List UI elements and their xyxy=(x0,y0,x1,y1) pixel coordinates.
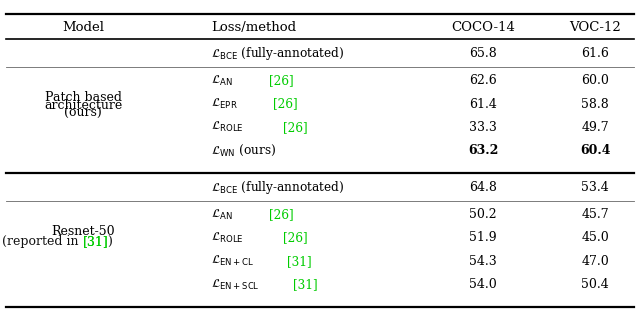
Text: Model: Model xyxy=(62,21,104,34)
Text: 50.4: 50.4 xyxy=(581,278,609,291)
Text: 47.0: 47.0 xyxy=(581,255,609,268)
Text: [26]: [26] xyxy=(283,121,307,134)
Text: (reported in: (reported in xyxy=(2,235,83,249)
Text: 60.0: 60.0 xyxy=(581,74,609,87)
Text: 45.7: 45.7 xyxy=(581,208,609,221)
Text: $\mathcal{L}_{\mathrm{WN}}$ (ours): $\mathcal{L}_{\mathrm{WN}}$ (ours) xyxy=(211,143,276,158)
Text: $\mathcal{L}_{\mathrm{BCE}}$ (fully-annotated): $\mathcal{L}_{\mathrm{BCE}}$ (fully-anno… xyxy=(211,45,345,63)
Text: $\mathcal{L}_{\mathrm{BCE}}$ (fully-annotated): $\mathcal{L}_{\mathrm{BCE}}$ (fully-anno… xyxy=(211,179,345,196)
Text: [26]: [26] xyxy=(283,231,307,244)
Text: Patch based: Patch based xyxy=(45,91,122,104)
Text: [31]: [31] xyxy=(287,255,311,268)
Text: [26]: [26] xyxy=(273,98,298,110)
Text: $\mathcal{L}_{\mathrm{AN}}$: $\mathcal{L}_{\mathrm{AN}}$ xyxy=(211,208,233,222)
Text: [26]: [26] xyxy=(269,208,293,221)
Text: [31]: [31] xyxy=(83,235,109,249)
Text: 62.6: 62.6 xyxy=(469,74,497,87)
Text: [26]: [26] xyxy=(269,74,293,87)
Text: ): ) xyxy=(108,235,113,249)
Text: (ours): (ours) xyxy=(65,108,102,120)
Text: 54.0: 54.0 xyxy=(469,278,497,291)
Text: [31]: [31] xyxy=(293,278,317,291)
Text: 54.3: 54.3 xyxy=(469,255,497,268)
Text: Resnet-50: Resnet-50 xyxy=(51,225,115,238)
Text: 45.0: 45.0 xyxy=(581,231,609,244)
Text: 58.8: 58.8 xyxy=(581,98,609,110)
Text: 63.2: 63.2 xyxy=(468,144,499,157)
Text: 33.3: 33.3 xyxy=(469,121,497,134)
Text: 61.6: 61.6 xyxy=(581,48,609,60)
Text: Loss/method: Loss/method xyxy=(211,21,296,34)
Text: 64.8: 64.8 xyxy=(469,181,497,194)
Text: 65.8: 65.8 xyxy=(469,48,497,60)
Text: 51.9: 51.9 xyxy=(469,231,497,244)
Text: 60.4: 60.4 xyxy=(580,144,611,157)
Text: 53.4: 53.4 xyxy=(581,181,609,194)
Text: architecture: architecture xyxy=(44,99,122,112)
Text: 50.2: 50.2 xyxy=(469,208,497,221)
Text: 61.4: 61.4 xyxy=(469,98,497,110)
Text: 49.7: 49.7 xyxy=(581,121,609,134)
Text: [31]: [31] xyxy=(83,235,108,249)
Text: VOC-12: VOC-12 xyxy=(570,21,621,34)
Text: $\mathcal{L}_{\mathrm{ROLE}}$: $\mathcal{L}_{\mathrm{ROLE}}$ xyxy=(211,231,244,245)
Text: $\mathcal{L}_{\mathrm{EN+CL}}$: $\mathcal{L}_{\mathrm{EN+CL}}$ xyxy=(211,254,255,268)
Text: $\mathcal{L}_{\mathrm{ROLE}}$: $\mathcal{L}_{\mathrm{ROLE}}$ xyxy=(211,120,244,134)
Text: $\mathcal{L}_{\mathrm{EPR}}$: $\mathcal{L}_{\mathrm{EPR}}$ xyxy=(211,97,238,111)
Text: COCO-14: COCO-14 xyxy=(451,21,515,34)
Text: $\mathcal{L}_{\mathrm{EN+SCL}}$: $\mathcal{L}_{\mathrm{EN+SCL}}$ xyxy=(211,278,260,292)
Text: $\mathcal{L}_{\mathrm{AN}}$: $\mathcal{L}_{\mathrm{AN}}$ xyxy=(211,74,233,88)
